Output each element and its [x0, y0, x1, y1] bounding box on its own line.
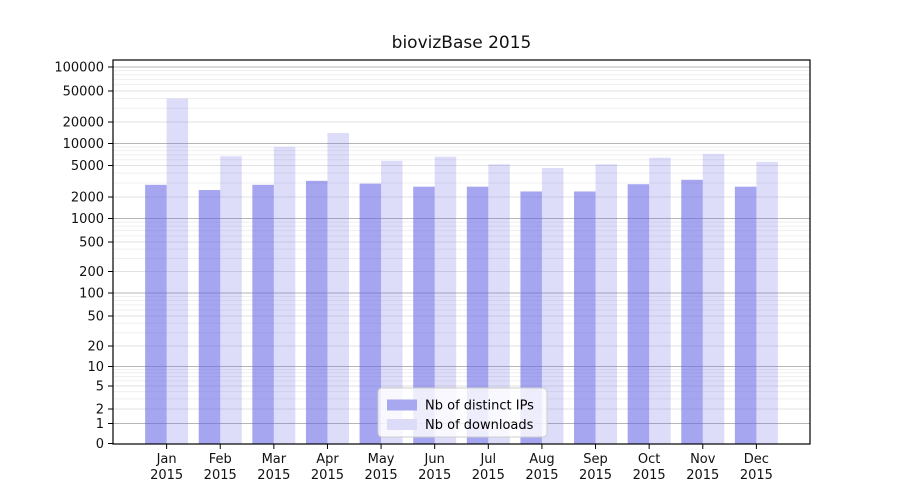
- x-tick-label-month: Nov: [690, 452, 716, 467]
- y-tick-label: 100000: [54, 61, 104, 76]
- y-tick-label: 10000: [63, 137, 104, 152]
- bar-downloads-aug: [541, 167, 564, 444]
- x-tick-label-month: Oct: [638, 452, 660, 467]
- bar-downloads-jul: [488, 164, 510, 444]
- x-tick-label-year: 2015: [204, 468, 237, 483]
- x-tick-label-year: 2015: [150, 468, 183, 483]
- bar-downloads-mar: [273, 146, 296, 444]
- bar-downloads-jun: [434, 156, 457, 444]
- bar-distinct-ips-oct: [627, 184, 650, 444]
- bar-distinct-ips-feb: [198, 190, 221, 444]
- chart-title: biovizBase 2015: [391, 33, 532, 53]
- bar-distinct-ips-aug: [520, 191, 542, 444]
- bar-distinct-ips-nov: [681, 179, 703, 444]
- x-tick-label-month: Mar: [262, 452, 287, 467]
- legend-label-downloads: Nb of downloads: [425, 418, 534, 433]
- x-tick-label-year: 2015: [740, 468, 773, 483]
- x-tick-label-month: Aug: [529, 452, 554, 467]
- bar-distinct-ips-may: [359, 183, 382, 444]
- y-tick-label: 200: [79, 265, 104, 280]
- y-tick-label: 20: [87, 340, 104, 355]
- plot-frame: [112, 59, 811, 445]
- bar-distinct-ips-jan: [145, 184, 167, 444]
- x-tick-label-month: Jun: [424, 452, 445, 467]
- legend-swatch-downloads: [387, 419, 417, 430]
- legend-swatch-distinct-ips: [387, 399, 417, 411]
- bar-downloads-jan: [166, 98, 189, 444]
- y-tick-label: 5: [96, 380, 104, 395]
- bar-downloads-nov: [702, 153, 725, 444]
- y-tick-label: 2000: [71, 191, 104, 206]
- bar-downloads-apr: [327, 133, 349, 444]
- y-tick-label: 50: [87, 310, 104, 325]
- x-tick-label-month: Apr: [316, 452, 339, 467]
- y-tick-label: 0: [96, 437, 104, 452]
- x-tick-label-month: Dec: [744, 452, 769, 467]
- bar-downloads-may: [381, 160, 403, 444]
- x-tick-label-month: Feb: [209, 452, 232, 467]
- bar-downloads-oct: [649, 157, 671, 444]
- y-tick-label: 10: [87, 360, 104, 375]
- y-tick-label: 500: [79, 236, 104, 251]
- bar-distinct-ips-apr: [305, 180, 328, 444]
- x-tick-label-month: Jul: [479, 452, 496, 467]
- bar-downloads-feb: [220, 156, 242, 444]
- y-tick-label: 100: [79, 287, 104, 302]
- legend-box: [377, 387, 548, 438]
- x-tick-label-year: 2015: [311, 468, 344, 483]
- y-tick-label: 50000: [63, 85, 104, 100]
- x-tick-label-year: 2015: [418, 468, 451, 483]
- x-tick-label-year: 2015: [686, 468, 719, 483]
- bar-downloads-sep: [595, 164, 618, 444]
- bar-distinct-ips-mar: [252, 184, 274, 444]
- x-tick-label-year: 2015: [365, 468, 398, 483]
- x-tick-label-year: 2015: [633, 468, 666, 483]
- x-tick-label-year: 2015: [257, 468, 290, 483]
- x-tick-label-month: May: [368, 452, 395, 467]
- x-tick-label-year: 2015: [472, 468, 505, 483]
- x-tick-label-year: 2015: [525, 468, 558, 483]
- legend-label-distinct-ips: Nb of distinct IPs: [425, 399, 534, 414]
- bar-downloads-dec: [756, 161, 778, 444]
- y-tick-label: 2: [96, 403, 104, 418]
- x-tick-label-year: 2015: [579, 468, 612, 483]
- y-tick-label: 1000: [71, 212, 104, 227]
- y-tick-label: 5000: [71, 159, 104, 174]
- y-tick-label: 1: [96, 417, 104, 432]
- bar-distinct-ips-sep: [574, 191, 596, 444]
- bar-distinct-ips-jun: [413, 186, 435, 444]
- bar-distinct-ips-dec: [734, 186, 757, 444]
- bar-distinct-ips-jul: [466, 186, 489, 444]
- y-tick-label: 20000: [63, 116, 104, 131]
- x-tick-label-month: Jan: [156, 452, 177, 467]
- x-tick-label-month: Sep: [583, 452, 608, 467]
